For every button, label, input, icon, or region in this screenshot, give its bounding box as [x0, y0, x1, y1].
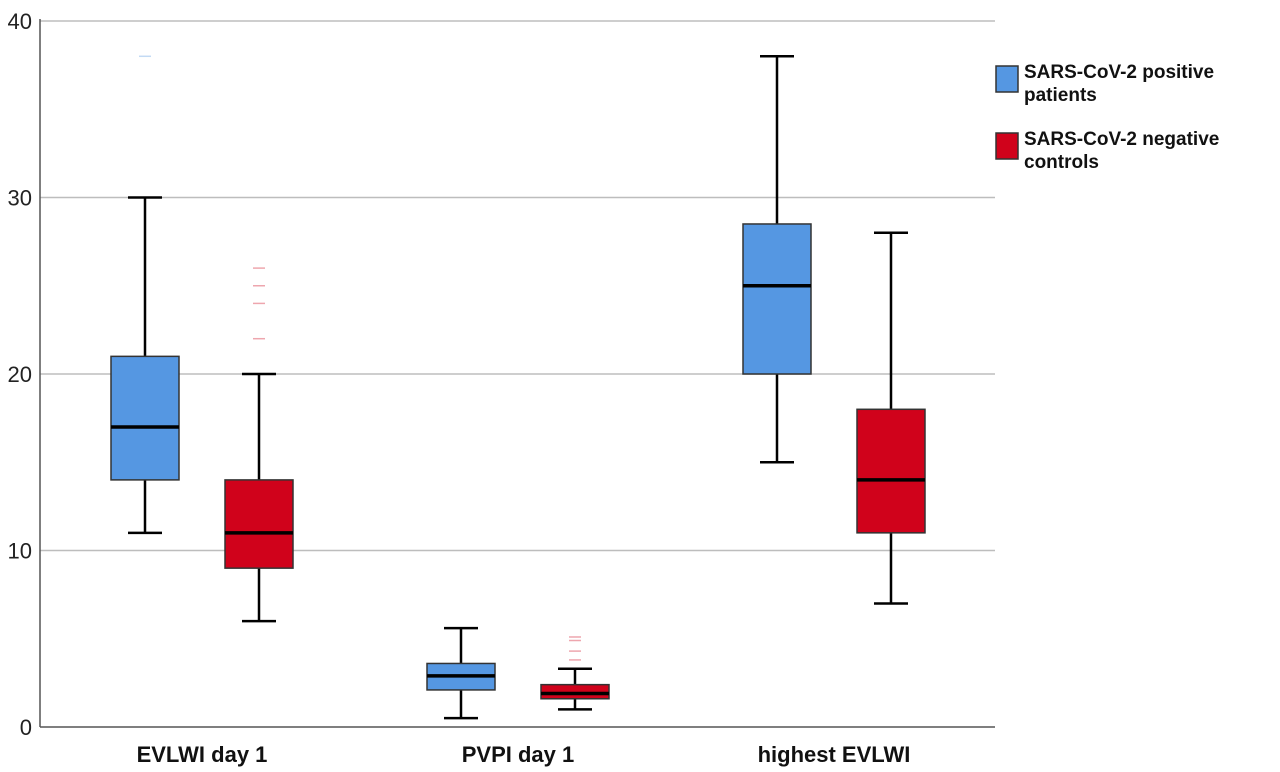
- y-tick-label: 0: [20, 715, 32, 740]
- box-iqr: [742, 223, 812, 375]
- box-iqr: [110, 355, 180, 481]
- box-iqr: [856, 408, 926, 534]
- box-1-2: [856, 231, 926, 605]
- box-iqr: [540, 683, 610, 700]
- y-tick-label: 40: [8, 9, 32, 34]
- legend: SARS-CoV-2 positive patients SARS-CoV-2 ne…: [995, 62, 1219, 173]
- category-label: PVPI day 1: [462, 742, 575, 767]
- legend-swatch: [995, 65, 1019, 93]
- gridlines: [40, 20, 995, 552]
- y-tick-label: 30: [8, 186, 32, 211]
- legend-label: SARS-CoV-2 negative controls: [1024, 129, 1219, 173]
- category-labels: EVLWI day 1 PVPI day 1 highest EVLWI: [137, 742, 911, 767]
- category-label: highest EVLWI: [758, 742, 911, 767]
- box-0-2: [742, 55, 812, 464]
- y-tick-label: 20: [8, 362, 32, 387]
- box-0-0: [110, 55, 180, 535]
- y-tick-label: 10: [8, 539, 32, 564]
- box-0-1: [426, 626, 496, 720]
- boxes: [110, 55, 926, 720]
- category-label: EVLWI day 1: [137, 742, 268, 767]
- box-1-1: [540, 636, 610, 711]
- legend-label-line: SARS-CoV-2 negative: [1024, 129, 1219, 150]
- legend-label: SARS-CoV-2 positive patients: [1024, 62, 1214, 106]
- legend-label-line: SARS-CoV-2 positive: [1024, 62, 1214, 83]
- legend-swatch: [995, 132, 1019, 160]
- box-iqr: [224, 479, 294, 569]
- legend-label-line: patients: [1024, 85, 1097, 106]
- axes: [39, 19, 995, 728]
- y-tick-labels: 0 10 20 30 40: [8, 9, 32, 740]
- legend-label-line: controls: [1024, 152, 1099, 173]
- box-1-0: [224, 267, 294, 623]
